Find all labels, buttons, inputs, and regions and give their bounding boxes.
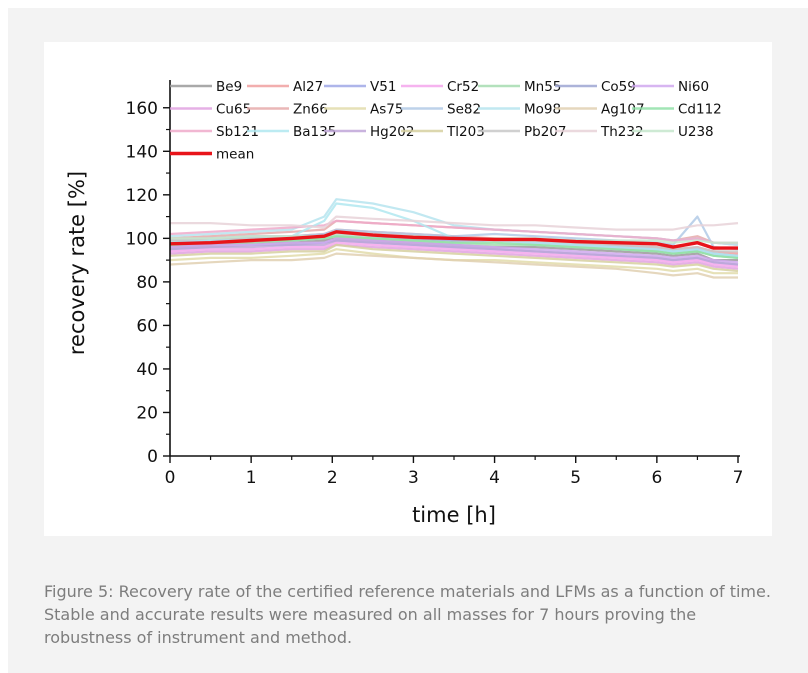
y-tick-label: 120 <box>126 186 158 206</box>
legend-label: Cr52 <box>447 79 479 95</box>
legend: Be9 Al27 V51 Cr52 Mn55 Co59 Ni60 Cu65 Zn66 As75 Se… <box>170 79 722 163</box>
legend-item-u238: U238 <box>632 124 714 140</box>
x-tick-label: 6 <box>651 468 662 488</box>
y-tick-label: 140 <box>126 142 158 162</box>
legend-label: Be9 <box>216 79 242 95</box>
legend-label: Ag107 <box>601 102 645 118</box>
legend-item-al27: Al27 <box>247 79 323 95</box>
series-line-hg202 <box>169 239 739 266</box>
legend-item-th232: Th232 <box>555 124 644 140</box>
legend-item-co59: Co59 <box>555 79 636 95</box>
axes: 0 20 40 60 80 100 120 140 160 0 1 2 3 4 5 6 7 <box>126 80 744 488</box>
legend-item-cr52: Cr52 <box>401 79 479 95</box>
series-line-ni60 <box>169 237 739 264</box>
legend-label: Hg202 <box>370 124 415 140</box>
x-tick-label: 4 <box>489 468 500 488</box>
legend-label: Zn66 <box>293 102 328 118</box>
legend-item-mo98: Mo98 <box>478 102 561 118</box>
legend-label: Th232 <box>600 124 644 140</box>
legend-item-v51: V51 <box>324 79 396 95</box>
legend-label: Sb121 <box>216 124 259 140</box>
plot-lines <box>169 198 739 279</box>
series-line-mean <box>169 230 738 250</box>
legend-label: Se82 <box>447 102 481 118</box>
legend-item-ni60: Ni60 <box>632 79 709 95</box>
x-tick-label: 1 <box>246 468 257 488</box>
series-line-sb121 <box>169 219 738 244</box>
legend-label: Tl203 <box>446 124 485 140</box>
legend-label: Cu65 <box>216 102 251 118</box>
legend-item-ba135: Ba135 <box>247 124 336 140</box>
y-tick-label: 40 <box>136 360 158 380</box>
x-tick-label: 5 <box>570 468 581 488</box>
legend-item-be9: Be9 <box>170 79 242 95</box>
legend-label: Mn55 <box>524 79 561 95</box>
series-line-th232 <box>170 215 739 231</box>
x-axis-title: time [h] <box>412 503 496 527</box>
legend-label: Mo98 <box>524 102 561 118</box>
legend-label: Pb207 <box>524 124 566 140</box>
legend-item-se82: Se82 <box>401 102 481 118</box>
legend-item-sb121: Sb121 <box>170 124 259 140</box>
legend-item-as75: As75 <box>324 102 403 118</box>
legend-item-mn55: Mn55 <box>478 79 561 95</box>
x-tick-label: 3 <box>408 468 419 488</box>
x-tick-label: 2 <box>327 468 338 488</box>
y-tick-label: 0 <box>147 447 158 467</box>
figure-frame: 0 20 40 60 80 100 120 140 160 0 1 2 3 4 5 6 7 Be9 Al27 V51… <box>8 8 808 673</box>
legend-item-tl203: Tl203 <box>401 124 485 140</box>
y-tick-label: 60 <box>136 316 158 336</box>
legend-label: mean <box>216 147 254 163</box>
legend-label: U238 <box>678 124 714 140</box>
legend-item-cd112: Cd112 <box>632 102 722 118</box>
legend-item-mean: mean <box>170 147 254 163</box>
series-line-cu65 <box>169 243 739 270</box>
legend-item-pb207: Pb207 <box>478 124 566 140</box>
legend-label: Ni60 <box>678 79 709 95</box>
legend-label: Co59 <box>601 79 636 95</box>
legend-item-hg202: Hg202 <box>324 124 415 140</box>
legend-label: As75 <box>370 102 403 118</box>
legend-label: Cd112 <box>678 102 722 118</box>
legend-item-cu65: Cu65 <box>170 102 251 118</box>
legend-item-zn66: Zn66 <box>247 102 328 118</box>
legend-label: V51 <box>370 79 396 95</box>
legend-label: Al27 <box>293 79 323 95</box>
y-tick-label: 160 <box>126 99 158 119</box>
recovery-rate-chart: 0 20 40 60 80 100 120 140 160 0 1 2 3 4 5 6 7 Be9 Al27 V51… <box>65 79 744 527</box>
legend-label: Ba135 <box>293 124 336 140</box>
y-tick-label: 100 <box>126 229 158 249</box>
y-tick-label: 80 <box>136 273 158 293</box>
series-line-cd112 <box>169 235 739 259</box>
chart-panel: 0 20 40 60 80 100 120 140 160 0 1 2 3 4 5 6 7 Be9 Al27 V51… <box>44 42 772 536</box>
x-tick-label: 7 <box>733 468 744 488</box>
x-tick-label: 0 <box>165 468 176 488</box>
series-line-tl203 <box>169 243 739 273</box>
series-line-ag107 <box>169 252 738 279</box>
series-line-cr52 <box>169 241 739 268</box>
figure-caption: Figure 5: Recovery rate of the certified… <box>44 582 771 647</box>
y-axis-title: recovery rate [%] <box>65 171 89 355</box>
y-tick-label: 20 <box>136 403 158 423</box>
legend-item-ag107: Ag107 <box>555 102 645 118</box>
